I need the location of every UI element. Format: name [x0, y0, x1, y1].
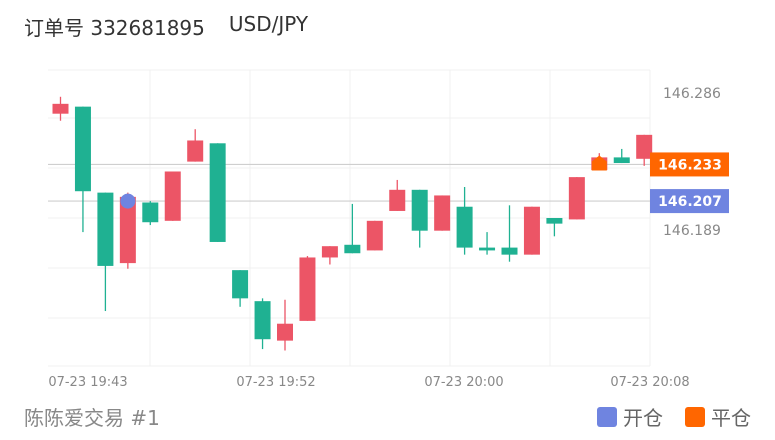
candle-body — [501, 247, 518, 255]
order-header: 订单号 332681895 USD/JPY — [24, 12, 308, 41]
legend-label-open: 开仓 — [623, 406, 663, 430]
price-badge-label: 146.207 — [658, 194, 722, 210]
candle-body — [568, 177, 585, 220]
candle-body — [613, 157, 630, 164]
price-badge — [650, 152, 729, 177]
candle-body — [546, 218, 563, 224]
candle-body — [97, 192, 114, 266]
candle-body — [636, 134, 653, 159]
y-tick-label: 146.189 — [663, 223, 721, 239]
candle-body — [344, 244, 361, 254]
candle-body — [523, 206, 540, 255]
account-label: 陈陈爱交易 #1 — [24, 406, 160, 430]
candle-body — [299, 257, 316, 321]
price-badge — [650, 189, 729, 214]
price-badge-label: 146.233 — [658, 157, 722, 173]
close-marker — [591, 155, 607, 171]
candle-body — [456, 206, 473, 248]
candle-body — [209, 143, 226, 242]
candle-body — [187, 140, 204, 162]
candle-body — [479, 247, 496, 251]
legend-swatch-open — [597, 406, 617, 427]
candle-body — [411, 189, 428, 231]
x-tick-label: 07-23 19:52 — [236, 375, 315, 390]
x-tick-label: 07-23 20:00 — [424, 375, 503, 390]
candle-body — [254, 301, 271, 340]
legend-item-close: 平仓 — [685, 402, 751, 431]
candle-body — [232, 270, 249, 299]
legend: 开仓 平仓 — [597, 402, 751, 431]
candle-body — [389, 189, 406, 211]
y-tick-label: 146.286 — [663, 86, 721, 102]
legend-item-open: 开仓 — [597, 402, 663, 431]
candle-body — [366, 220, 383, 251]
order-number: 订单号 332681895 — [24, 16, 205, 40]
candle-body — [164, 171, 181, 221]
legend-label-close: 平仓 — [711, 406, 751, 430]
open-marker — [120, 193, 136, 209]
candle-body — [277, 323, 293, 341]
symbol-label: USD/JPY — [228, 12, 309, 36]
candle-body — [321, 246, 338, 258]
x-tick-label: 07-23 19:43 — [48, 375, 127, 390]
legend-swatch-close — [685, 406, 705, 427]
candle-body — [434, 195, 451, 231]
candle-body — [74, 106, 91, 192]
candle-body — [119, 196, 136, 264]
x-tick-label: 07-23 20:08 — [610, 375, 689, 390]
candle-body — [52, 103, 69, 114]
candle-body — [142, 202, 159, 223]
